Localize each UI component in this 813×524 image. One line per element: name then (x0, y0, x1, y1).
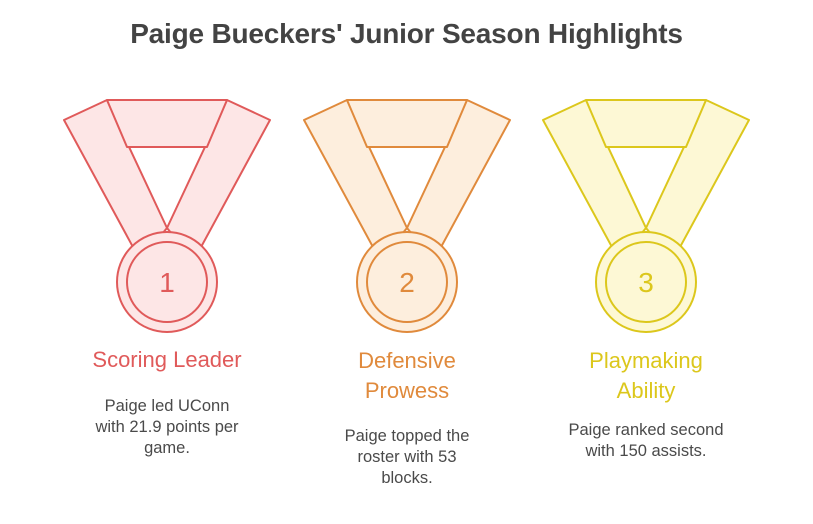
heading-line: Defensive (358, 348, 456, 373)
heading-line: Prowess (364, 378, 450, 403)
highlight-defense: Defensive Prowess (287, 346, 527, 406)
body-line: blocks. (381, 469, 433, 487)
highlight-description: Paige topped the roster with 53 blocks. (287, 426, 527, 489)
highlight-heading: Defensive Prowess (287, 346, 527, 406)
highlight-scoring-body: Paige led UConn with 21.9 points per gam… (47, 396, 287, 459)
page-title: Paige Bueckers' Junior Season Highlights (130, 18, 683, 49)
body-line: game. (144, 439, 190, 457)
heading-line: Scoring Leader (92, 347, 242, 372)
medal-rank-1: 1 (159, 267, 175, 298)
medal-icon: 1 (63, 99, 271, 333)
highlight-playmaking-body: Paige ranked second with 150 assists. (526, 420, 766, 462)
medal-rank-2: 2 (399, 267, 415, 298)
body-line: roster with 53 (357, 448, 457, 466)
highlight-description: Paige led UConn with 21.9 points per gam… (47, 396, 287, 459)
highlight-scoring: Scoring Leader (47, 345, 287, 375)
medal-icon: 3 (542, 99, 750, 333)
highlight-description: Paige ranked second with 150 assists. (526, 420, 766, 462)
body-line: Paige topped the (344, 427, 470, 445)
body-line: with 150 assists. (585, 442, 707, 460)
heading-line: Playmaking (589, 348, 703, 373)
highlight-playmaking: Playmaking Ability (526, 346, 766, 406)
heading-line: Ability (616, 378, 676, 403)
medal-icon: 2 (303, 99, 511, 333)
medal-rank-3: 3 (638, 267, 654, 298)
highlight-heading: Playmaking Ability (526, 346, 766, 406)
body-line: with 21.9 points per (95, 418, 239, 436)
body-line: Paige led UConn (104, 397, 230, 415)
highlight-heading: Scoring Leader (47, 345, 287, 375)
body-line: Paige ranked second (568, 421, 724, 439)
highlight-defense-body: Paige topped the roster with 53 blocks. (287, 426, 527, 489)
